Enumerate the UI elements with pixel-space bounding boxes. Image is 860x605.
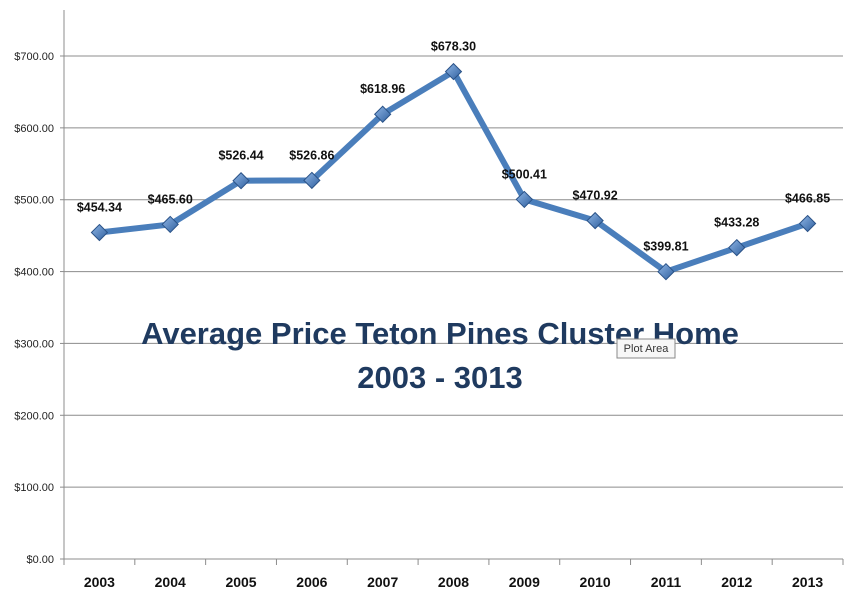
data-point-marker	[657, 263, 675, 281]
x-axis: 2003 2004 2005 2006 2007 2008 2009 2010 2011 2012…	[63, 558, 844, 590]
data-label: $465.60	[148, 192, 193, 206]
x-tick-label: 2009	[509, 574, 540, 590]
x-tick-label: 2010	[580, 574, 611, 590]
data-point-marker	[90, 223, 109, 242]
x-tick-label: 2006	[296, 574, 327, 590]
x-tick-label: 2012	[721, 574, 752, 590]
y-tick-label: $600.00	[14, 123, 54, 135]
data-label: $678.30	[431, 40, 476, 54]
x-tick-label: 2003	[84, 574, 115, 590]
x-tick-label: 2008	[438, 574, 469, 590]
series-line	[96, 68, 811, 275]
y-axis: $0.00 $100.00 $200.00 $300.00 $400.00 $500.00…	[14, 10, 65, 566]
data-label: $433.28	[714, 216, 759, 230]
tooltip-box	[616, 338, 676, 359]
y-tick-label: $100.00	[14, 482, 54, 494]
y-tick-label: $700.00	[14, 51, 54, 63]
data-label: $500.41	[502, 167, 547, 181]
series-markers	[90, 62, 817, 281]
data-point-marker	[798, 214, 817, 233]
data-labels: $454.34 $465.60 $526.44 $526.86 $618.96 $678.…	[77, 40, 830, 254]
data-point-marker	[373, 105, 392, 123]
gridlines	[64, 55, 843, 488]
data-label: $618.96	[360, 82, 405, 96]
data-label: $470.92	[573, 189, 618, 203]
series-price	[96, 68, 811, 275]
tooltip-text: Plot Area	[624, 343, 670, 355]
y-tick-label: $400.00	[14, 267, 54, 279]
data-point-marker	[161, 215, 179, 234]
data-point-marker	[232, 172, 250, 190]
data-point-marker	[728, 238, 746, 257]
y-tick-label: $500.00	[14, 195, 54, 207]
plot-area-tooltip: Plot Area	[616, 338, 676, 359]
x-tick-label: 2007	[367, 574, 398, 590]
y-tick-label: $200.00	[14, 410, 54, 422]
y-tick-label: $300.00	[14, 338, 54, 350]
x-tick-label: 2005	[225, 574, 256, 590]
x-tick-label: 2011	[651, 574, 682, 590]
data-label: $399.81	[643, 240, 688, 254]
chart-title: Average Price Teton Pines Cluster Home 2…	[141, 316, 739, 395]
x-tick-label: 2013	[792, 574, 823, 590]
data-point-marker	[586, 211, 604, 230]
data-label: $526.44	[218, 149, 263, 163]
data-label: $526.86	[289, 148, 334, 162]
y-tick-label: $0.00	[26, 554, 54, 566]
data-point-marker	[444, 62, 463, 81]
data-label: $454.34	[77, 201, 122, 215]
data-point-marker	[303, 171, 321, 190]
data-label: $466.85	[785, 192, 830, 206]
chart-title-line-2: 2003 - 3013	[357, 360, 522, 395]
data-point-marker	[515, 190, 534, 209]
x-tick-label: 2004	[155, 574, 186, 590]
